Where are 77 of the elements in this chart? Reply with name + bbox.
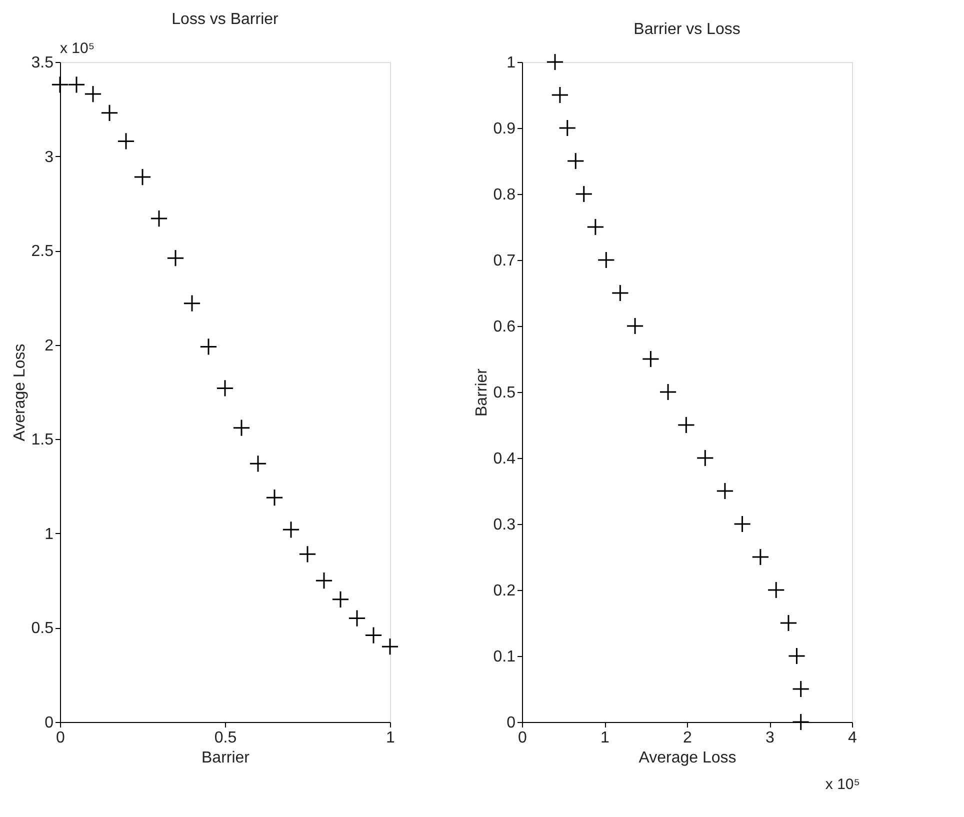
y-tick-label: 1 — [44, 526, 54, 543]
x-tick-label: 0.5 — [214, 730, 237, 746]
point — [611, 284, 629, 302]
x-tick-label: 1 — [600, 730, 610, 746]
text: x 10⁵ — [825, 776, 860, 793]
point — [659, 383, 677, 401]
point — [216, 379, 234, 398]
point — [134, 168, 152, 186]
y-tick-label: 0.3 — [493, 516, 516, 534]
y-tick-label: 2.5 — [31, 243, 54, 260]
point — [586, 218, 604, 236]
point — [315, 572, 333, 590]
y-tick-label: 0.5 — [31, 620, 54, 638]
y-tick-label: 3 — [44, 148, 54, 166]
y-tick-label: 0.1 — [493, 648, 516, 666]
point — [68, 76, 86, 94]
y-tick-label: 0.4 — [493, 450, 516, 468]
point — [332, 590, 350, 608]
y-tick-label: 0.5 — [493, 384, 516, 402]
point — [551, 86, 569, 104]
y-axis-title: Barrier — [473, 368, 490, 417]
point — [767, 581, 785, 599]
point — [298, 545, 316, 563]
point — [84, 85, 102, 103]
point — [51, 76, 69, 94]
point — [788, 647, 806, 665]
x-axis-title: Average Loss — [638, 750, 736, 766]
y-tick-label: 1 — [506, 54, 516, 72]
point — [200, 338, 218, 356]
y-tick-label: 0.8 — [493, 186, 516, 204]
point — [642, 350, 660, 368]
x-tick-label: 1 — [386, 730, 396, 746]
x-tick-label: 4 — [848, 730, 858, 746]
x-axis-title: Barrier — [201, 750, 250, 766]
x-tick-label: 0 — [518, 730, 528, 746]
point — [546, 53, 564, 71]
point — [792, 680, 810, 698]
point — [183, 294, 201, 312]
point — [558, 119, 576, 137]
point — [733, 515, 752, 533]
chart-title: Loss vs Barrier — [172, 11, 280, 28]
point — [575, 185, 593, 203]
text: x 10⁵ — [60, 40, 95, 57]
point — [677, 416, 695, 434]
point — [100, 104, 118, 122]
point — [566, 152, 584, 170]
y-tick-label: 0 — [506, 714, 516, 732]
point — [381, 638, 399, 656]
point — [716, 482, 734, 500]
point — [792, 713, 810, 731]
y-tick-label: 0 — [44, 714, 54, 732]
x-tick-label: 0 — [56, 730, 66, 746]
y-tick-label: 3.5 — [31, 54, 54, 72]
point — [780, 614, 798, 632]
point — [597, 251, 615, 269]
y-tick-label: 0.6 — [493, 318, 516, 336]
y-axis-title: Average Loss — [11, 344, 28, 442]
point — [249, 454, 267, 472]
point — [696, 449, 714, 467]
y-tick-label: 2 — [44, 337, 54, 354]
point — [266, 488, 284, 506]
point — [752, 548, 770, 566]
point — [348, 609, 366, 628]
point — [166, 249, 184, 267]
point — [232, 419, 250, 437]
point — [150, 210, 168, 228]
y-tick-label: 1.5 — [31, 432, 54, 449]
y-tick-label: 0.7 — [493, 252, 516, 270]
point — [117, 132, 135, 150]
x-tick-label: 2 — [683, 730, 692, 746]
x-tick-label: 3 — [766, 730, 775, 746]
point — [282, 520, 300, 538]
chart-title: Barrier vs Loss — [634, 20, 740, 38]
y-tick-label: 0.9 — [493, 120, 516, 138]
point — [364, 626, 382, 644]
point — [626, 317, 644, 335]
y-tick-label: 0.2 — [493, 582, 516, 600]
